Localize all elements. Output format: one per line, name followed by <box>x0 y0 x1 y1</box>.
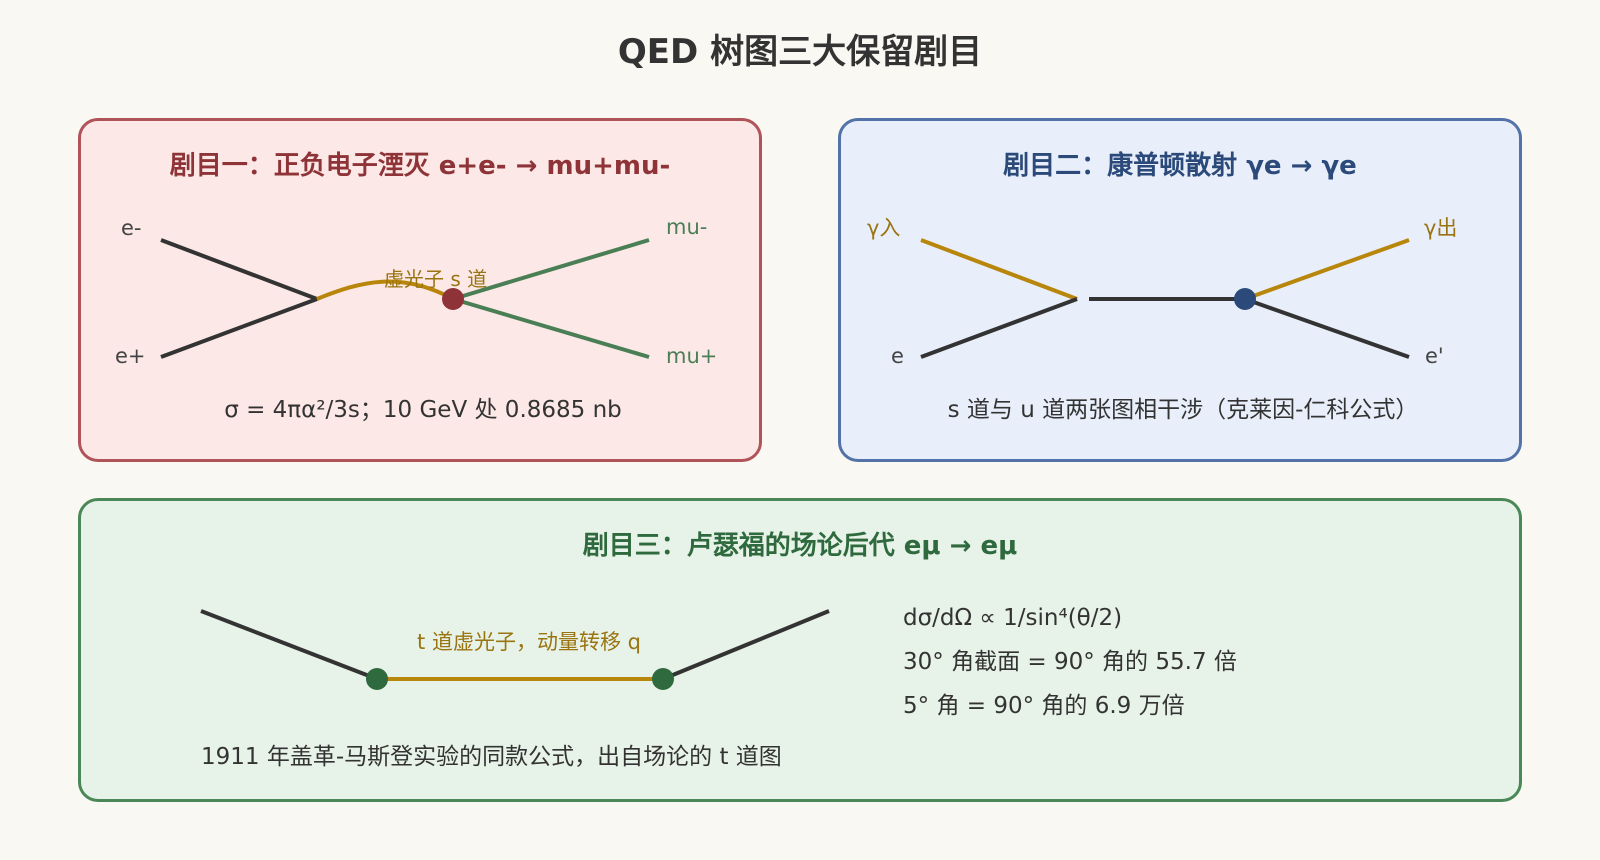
panel-title: 剧目三：卢瑟福的场论后代 eμ → eμ <box>582 531 1018 561</box>
label-electron-out: e' <box>1425 344 1444 368</box>
panel-caption: 1911 年盖革-马斯登实验的同款公式，出自场论的 t 道图 <box>201 744 782 770</box>
vertex-dot-right <box>652 668 674 690</box>
label-photon-out: γ出 <box>1424 216 1457 240</box>
label-e-minus: e- <box>121 216 142 240</box>
photon-out-line <box>1244 238 1410 301</box>
formula-line-3: 5° 角 = 90° 角的 6.9 万倍 <box>903 693 1185 719</box>
vertex-dot <box>442 288 464 310</box>
electron-out-line <box>1244 297 1410 359</box>
vertex-dot-left <box>366 668 388 690</box>
feynman-diagram-rutherford: t 道虚光子，动量转移 q dσ/dΩ ∝ 1/sin⁴(θ/2) 30° 角截… <box>200 605 1237 770</box>
panel-rutherford: 剧目三：卢瑟福的场论后代 eμ → eμ t 道虚光子，动量转移 q dσ/dΩ… <box>78 498 1522 802</box>
virtual-photon-line <box>316 279 454 301</box>
label-photon-in: γ入 <box>867 216 900 240</box>
label-mu-plus: mu+ <box>666 344 717 368</box>
formula-line-1: dσ/dΩ ∝ 1/sin⁴(θ/2) <box>903 605 1122 631</box>
positron-in-line <box>160 297 318 359</box>
electron-in-line <box>160 238 318 301</box>
label-propagator: t 道虚光子，动量转移 q <box>417 630 641 654</box>
muon-line <box>662 609 830 681</box>
panel-caption: s 道与 u 道两张图相干涉（克莱因-仁科公式） <box>948 397 1419 423</box>
electron-line <box>200 609 378 681</box>
feynman-diagram-compton: γ入 e γ出 e' s 道与 u 道两张图相干涉（克莱因-仁科公式） <box>867 216 1457 423</box>
page-title: QED 树图三大保留剧目 <box>617 32 983 72</box>
electron-in-line <box>920 297 1078 359</box>
label-e-plus: e+ <box>115 344 146 368</box>
vertex-dot <box>1234 288 1256 310</box>
panel-compton: 剧目二：康普顿散射 γe → γe γ入 e γ出 e' s 道与 u 道两张图… <box>838 118 1522 462</box>
formula-line-2: 30° 角截面 = 90° 角的 55.7 倍 <box>903 649 1237 675</box>
panel-annihilation: 剧目一：正负电子湮灭 e+e- → mu+mu- e- e+ mu- mu+ 虚… <box>78 118 762 462</box>
label-mu-minus: mu- <box>666 215 707 239</box>
feynman-diagram-annihilation: e- e+ mu- mu+ 虚光子 s 道 σ = 4πα²/3s；10 GeV… <box>115 215 717 423</box>
panel-title: 剧目一：正负电子湮灭 e+e- → mu+mu- <box>169 151 671 181</box>
muon-out-top-line <box>452 238 650 301</box>
muon-out-bottom-line <box>452 297 650 359</box>
panel-caption: σ = 4πα²/3s；10 GeV 处 0.8685 nb <box>224 397 622 423</box>
label-propagator: 虚光子 s 道 <box>384 267 487 291</box>
panel-title: 剧目二：康普顿散射 γe → γe <box>1003 151 1357 181</box>
photon-in-line <box>920 238 1078 301</box>
label-electron-in: e <box>891 344 904 368</box>
